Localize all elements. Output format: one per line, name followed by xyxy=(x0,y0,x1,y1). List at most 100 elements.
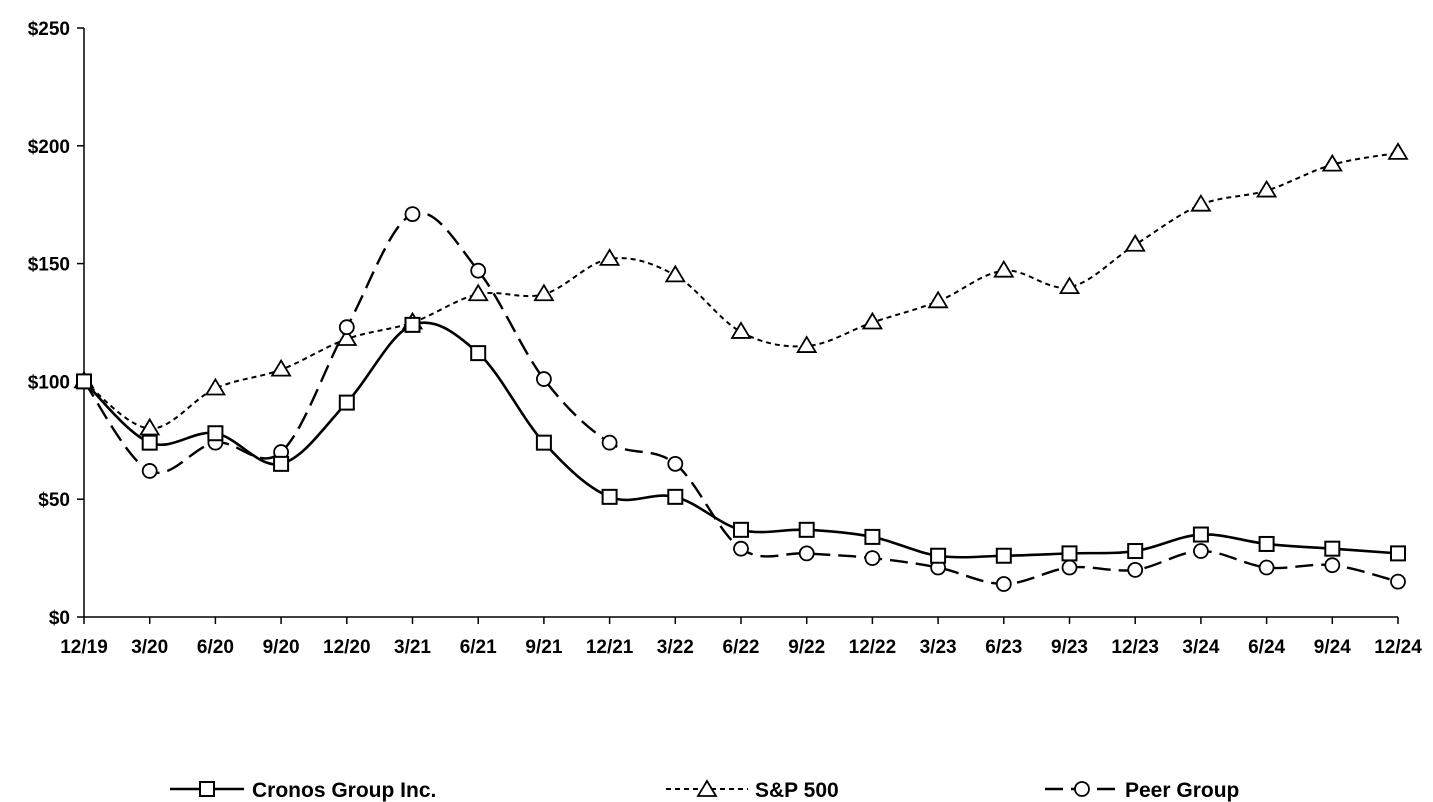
data-point-triangle xyxy=(533,283,555,302)
x-tick-label: 6/24 xyxy=(1248,637,1285,658)
data-point-triangle xyxy=(1058,276,1081,295)
data-point-circle xyxy=(404,206,421,223)
y-tick-label: $0 xyxy=(49,608,70,629)
x-tick-label: 6/22 xyxy=(723,637,760,658)
data-point-square xyxy=(535,434,552,451)
data-point-square xyxy=(601,488,618,505)
y-tick-label: $150 xyxy=(28,255,70,276)
legend-marker-circle xyxy=(1074,781,1090,797)
data-point-triangle xyxy=(204,377,226,396)
data-point-square xyxy=(207,425,224,442)
data-point-circle xyxy=(1258,559,1275,576)
data-point-triangle xyxy=(796,335,818,353)
legend-label-sp500: S&P 500 xyxy=(755,779,839,802)
x-tick-label: 12/19 xyxy=(60,637,108,658)
series-cronos-group-inc xyxy=(76,316,1406,564)
data-point-square xyxy=(1127,543,1144,560)
data-point-square xyxy=(1192,526,1209,543)
x-axis: 12/19 3/20 6/20 9/20 12/20 3/21 6/21 9/21 12/21 3… xyxy=(60,616,1422,658)
data-point-circle xyxy=(1127,561,1144,578)
x-tick-label: 12/24 xyxy=(1374,637,1422,658)
data-point-circle xyxy=(733,540,749,557)
x-tick-label: 3/21 xyxy=(394,637,431,658)
data-point-triangle xyxy=(861,311,883,330)
plot-area xyxy=(73,142,1409,592)
data-point-triangle xyxy=(467,283,489,302)
data-point-circle xyxy=(1324,557,1341,574)
data-point-square xyxy=(667,488,684,505)
data-point-triangle xyxy=(1321,153,1343,172)
data-point-square xyxy=(733,521,749,538)
data-point-circle xyxy=(338,319,355,336)
x-tick-label: 3/23 xyxy=(920,637,957,658)
data-point-circle xyxy=(1061,559,1078,576)
y-tick-label: $50 xyxy=(38,490,70,511)
x-tick-label: 6/20 xyxy=(197,637,234,658)
legend-item-sp500: S&P 500 xyxy=(666,779,839,802)
data-point-circle xyxy=(798,545,815,562)
data-point-square xyxy=(404,316,421,333)
series-s-p-500 xyxy=(73,142,1409,436)
data-point-square xyxy=(76,373,92,390)
data-point-circle xyxy=(864,550,881,566)
data-point-triangle xyxy=(1387,142,1409,160)
data-point-square xyxy=(1324,540,1341,557)
data-point-triangle xyxy=(1256,179,1278,198)
data-point-triangle xyxy=(993,259,1015,278)
legend-marker-square xyxy=(199,781,215,797)
data-point-square xyxy=(273,455,290,472)
data-point-circle xyxy=(536,371,552,387)
data-point-square xyxy=(1258,535,1275,552)
data-point-square xyxy=(1061,545,1078,562)
data-point-circle xyxy=(1390,573,1406,590)
data-point-square xyxy=(995,547,1012,564)
series-line-cronos-group-inc xyxy=(83,321,1399,559)
y-tick-label: $100 xyxy=(28,372,70,393)
data-point-circle xyxy=(1193,543,1209,559)
x-tick-label: 9/20 xyxy=(263,637,300,658)
data-point-triangle xyxy=(336,328,358,346)
y-tick-label: $250 xyxy=(28,19,70,40)
data-point-circle xyxy=(667,455,684,472)
data-point-circle xyxy=(601,434,618,451)
x-tick-label: 12/21 xyxy=(586,637,634,658)
data-point-circle xyxy=(470,262,487,279)
x-tick-label: 9/24 xyxy=(1314,637,1351,658)
data-point-triangle xyxy=(1124,234,1146,252)
legend-item-peer-group: Peer Group xyxy=(1045,779,1239,802)
data-point-square xyxy=(798,521,815,538)
x-tick-label: 9/21 xyxy=(525,637,562,658)
x-tick-label: 6/21 xyxy=(460,637,497,658)
legend-label-cronos: Cronos Group Inc. xyxy=(252,779,436,802)
legend: Cronos Group Inc. S&P 500 Peer Group xyxy=(170,779,1239,802)
x-tick-label: 12/20 xyxy=(323,637,371,658)
y-axis: $0 $50 $100 $150 $200 $250 xyxy=(28,19,85,629)
data-point-square xyxy=(864,528,881,545)
data-point-circle xyxy=(141,463,158,479)
data-point-square xyxy=(338,394,355,411)
data-point-square xyxy=(470,345,487,362)
data-point-circle xyxy=(995,576,1012,592)
data-point-triangle xyxy=(599,248,621,266)
x-tick-label: 9/22 xyxy=(788,637,825,658)
data-point-triangle xyxy=(664,264,686,283)
x-tick-label: 3/24 xyxy=(1182,637,1219,658)
legend-marker-triangle xyxy=(696,779,718,797)
data-point-square xyxy=(930,547,947,564)
data-point-triangle xyxy=(1190,193,1212,212)
data-point-triangle xyxy=(270,358,292,377)
legend-label-peer-group: Peer Group xyxy=(1125,779,1239,802)
y-tick-label: $200 xyxy=(28,137,70,158)
data-point-triangle xyxy=(139,417,161,436)
series-line-peer-group xyxy=(83,211,1399,586)
data-point-triangle xyxy=(927,290,949,309)
x-tick-label: 12/23 xyxy=(1111,637,1159,658)
x-tick-label: 9/23 xyxy=(1051,637,1088,658)
x-tick-label: 3/22 xyxy=(657,637,694,658)
data-point-triangle xyxy=(730,321,752,339)
legend-item-cronos: Cronos Group Inc. xyxy=(170,779,436,802)
x-tick-label: 12/22 xyxy=(849,637,897,658)
data-point-square xyxy=(141,434,158,451)
data-point-square xyxy=(1390,545,1406,562)
